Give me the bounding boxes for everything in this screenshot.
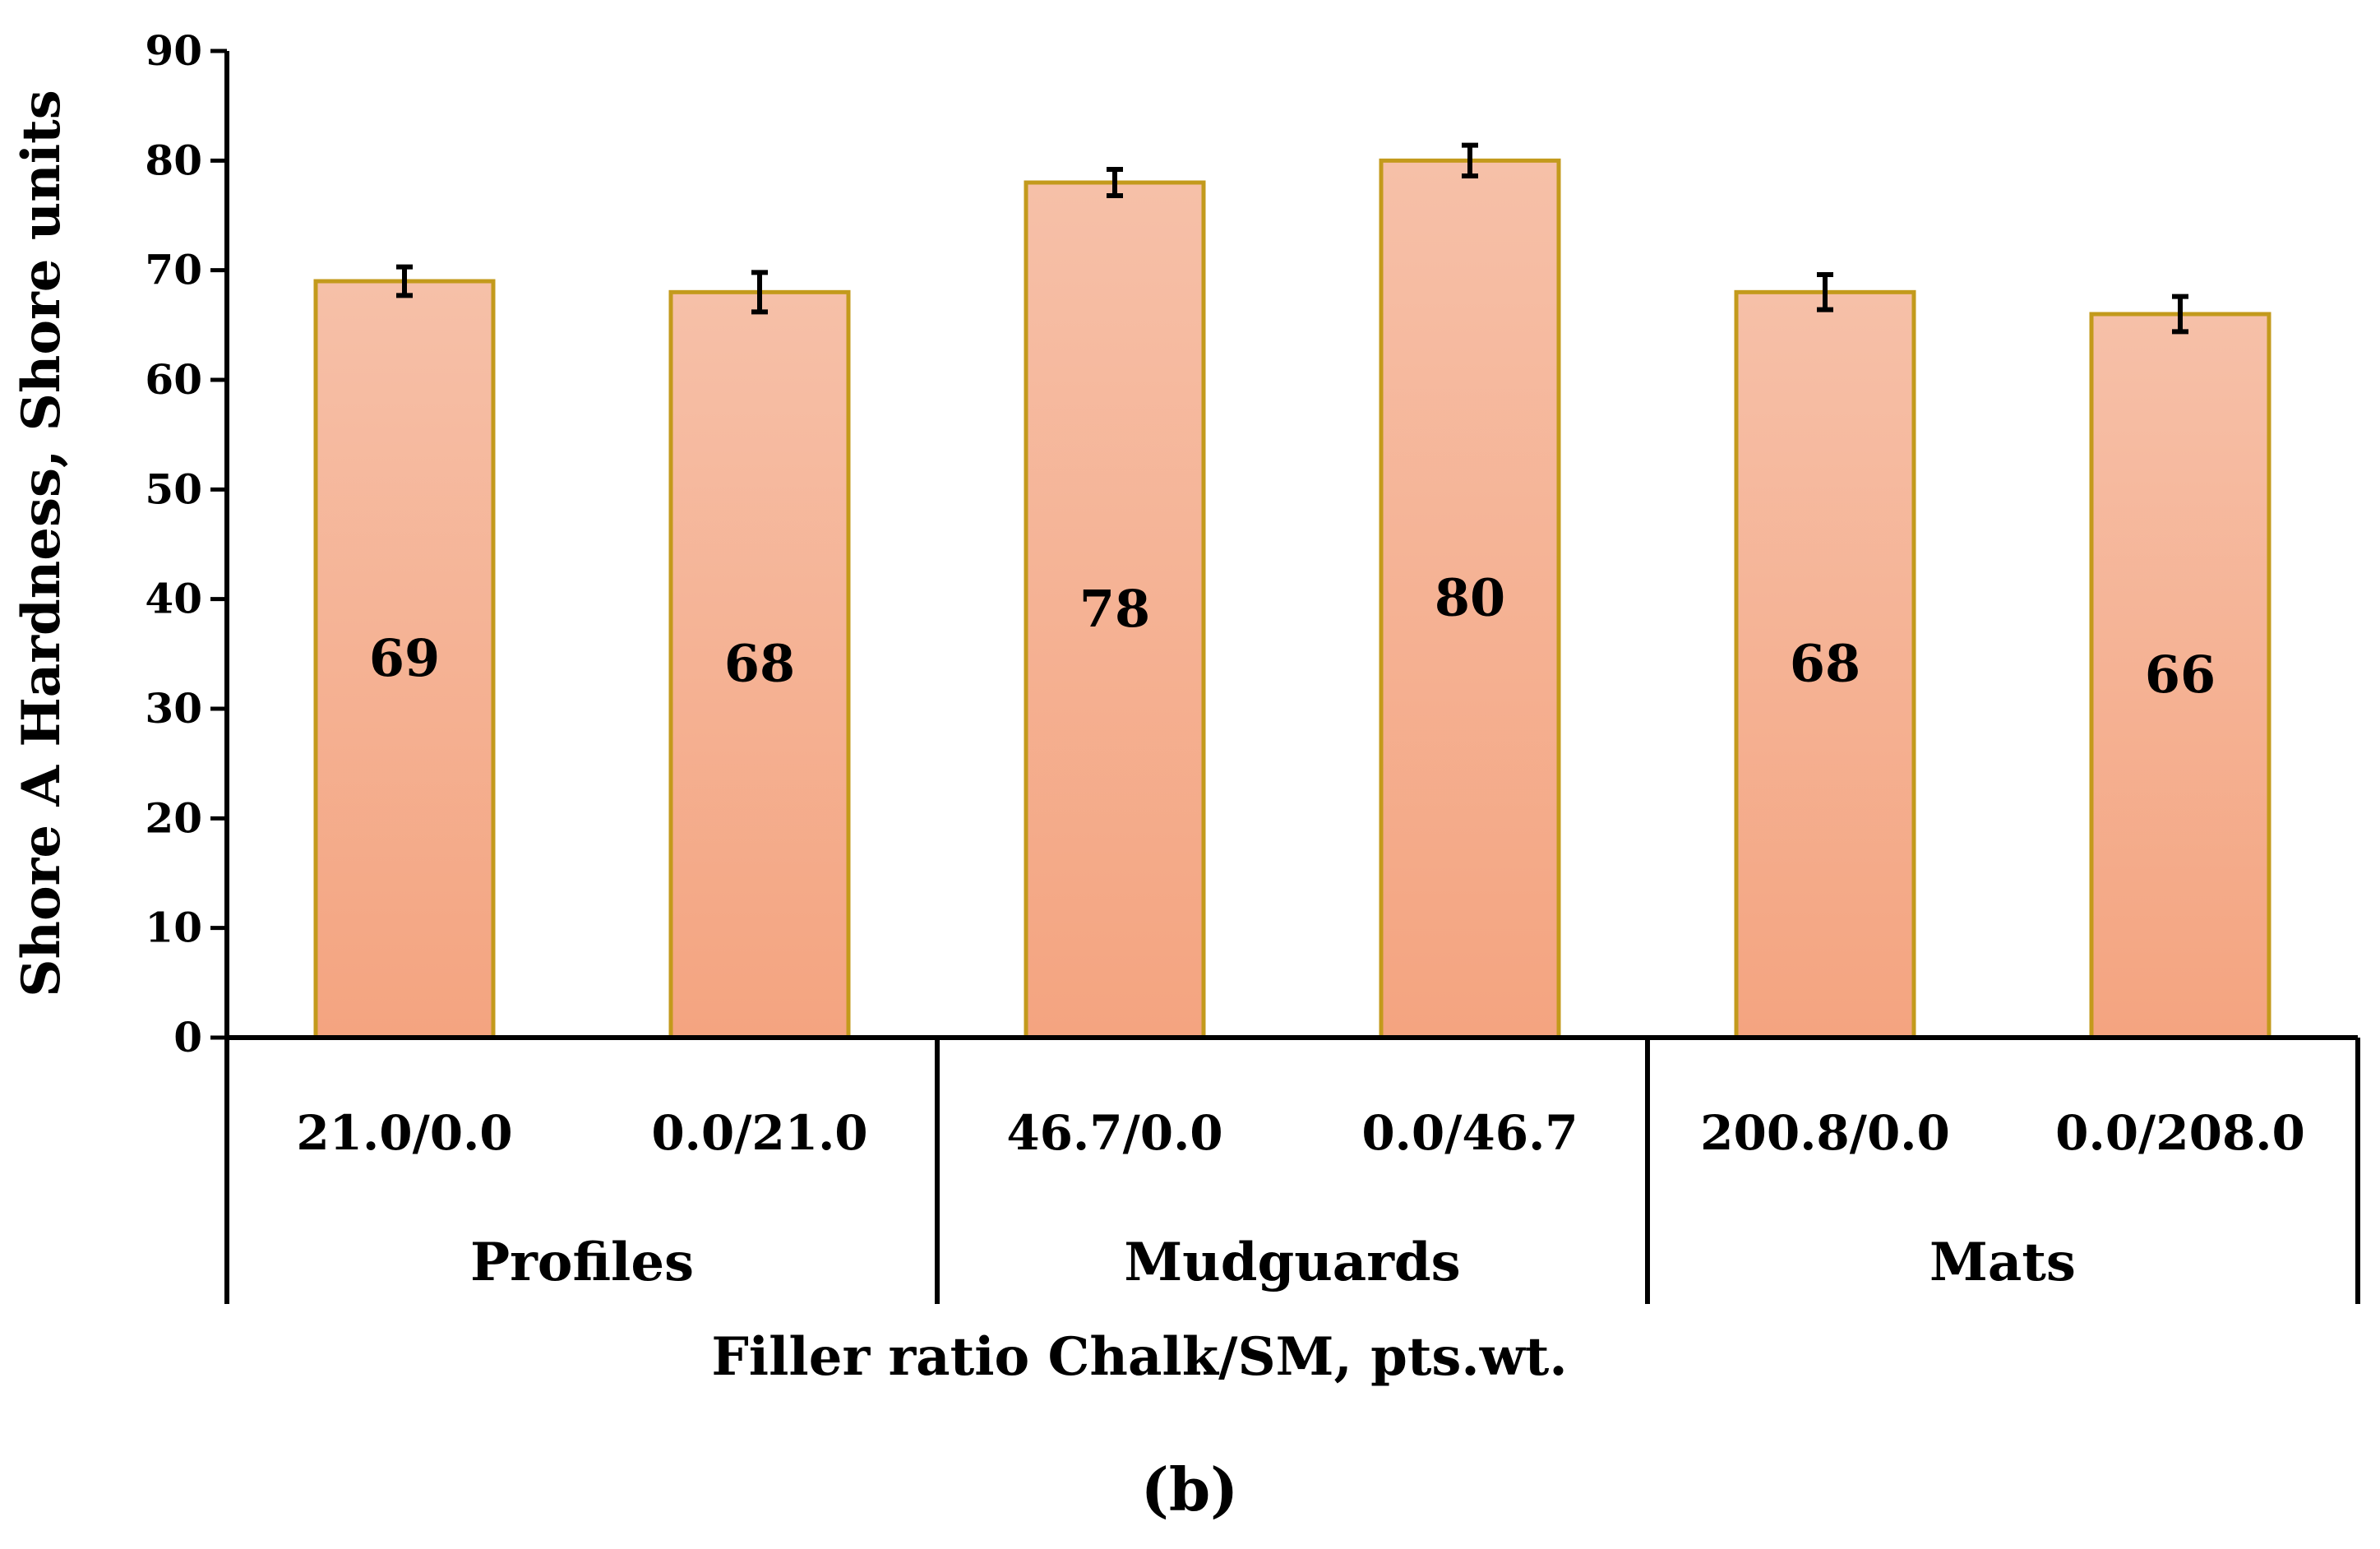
value-label-6: 66 — [2145, 645, 2216, 705]
x-axis-title: Filler ratio Chalk/SM, pts.wt. — [711, 1326, 1567, 1388]
y-tick-label-90: 90 — [145, 26, 202, 75]
y-tick-label-30: 30 — [145, 684, 202, 733]
group-label-3: Mats — [1929, 1232, 2076, 1293]
error-bar-3 — [1107, 167, 1123, 198]
group-label-1: Profiles — [470, 1232, 694, 1293]
category-label-6: 0.0/208.0 — [2055, 1105, 2305, 1161]
error-bar-5 — [1817, 272, 1833, 312]
panel-label: (b) — [1141, 1454, 1239, 1524]
value-label-2: 68 — [724, 634, 795, 694]
error-bar-4 — [1462, 142, 1478, 178]
bar-3 — [1024, 180, 1206, 1040]
category-label-5: 200.8/0.0 — [1700, 1105, 1950, 1161]
category-label-1: 21.0/0.0 — [296, 1105, 512, 1161]
y-axis-title: Shore A Hardness, Shore units — [11, 90, 72, 997]
error-bar-6 — [2172, 294, 2188, 335]
value-label-4: 80 — [1435, 568, 1505, 628]
bar-1 — [313, 279, 496, 1040]
value-label-5: 68 — [1790, 634, 1860, 694]
group-label-2: Mudguards — [1124, 1232, 1460, 1293]
error-bar-2 — [751, 270, 768, 315]
category-label-3: 46.7/0.0 — [1006, 1105, 1222, 1161]
y-tick-label-40: 40 — [145, 575, 202, 623]
y-tick-label-20: 20 — [145, 793, 202, 842]
error-bar-1 — [396, 264, 413, 298]
value-label-1: 69 — [369, 628, 440, 688]
y-tick-label-10: 10 — [145, 904, 202, 952]
y-tick-label-80: 80 — [145, 136, 202, 184]
y-tick-label-50: 50 — [145, 465, 202, 513]
y-tick-label-0: 0 — [173, 1013, 202, 1061]
category-label-4: 0.0/46.7 — [1361, 1105, 1578, 1161]
value-label-3: 78 — [1079, 579, 1150, 639]
y-tick-label-60: 60 — [145, 355, 202, 404]
y-tick-label-70: 70 — [145, 246, 202, 294]
category-label-2: 0.0/21.0 — [651, 1105, 867, 1161]
